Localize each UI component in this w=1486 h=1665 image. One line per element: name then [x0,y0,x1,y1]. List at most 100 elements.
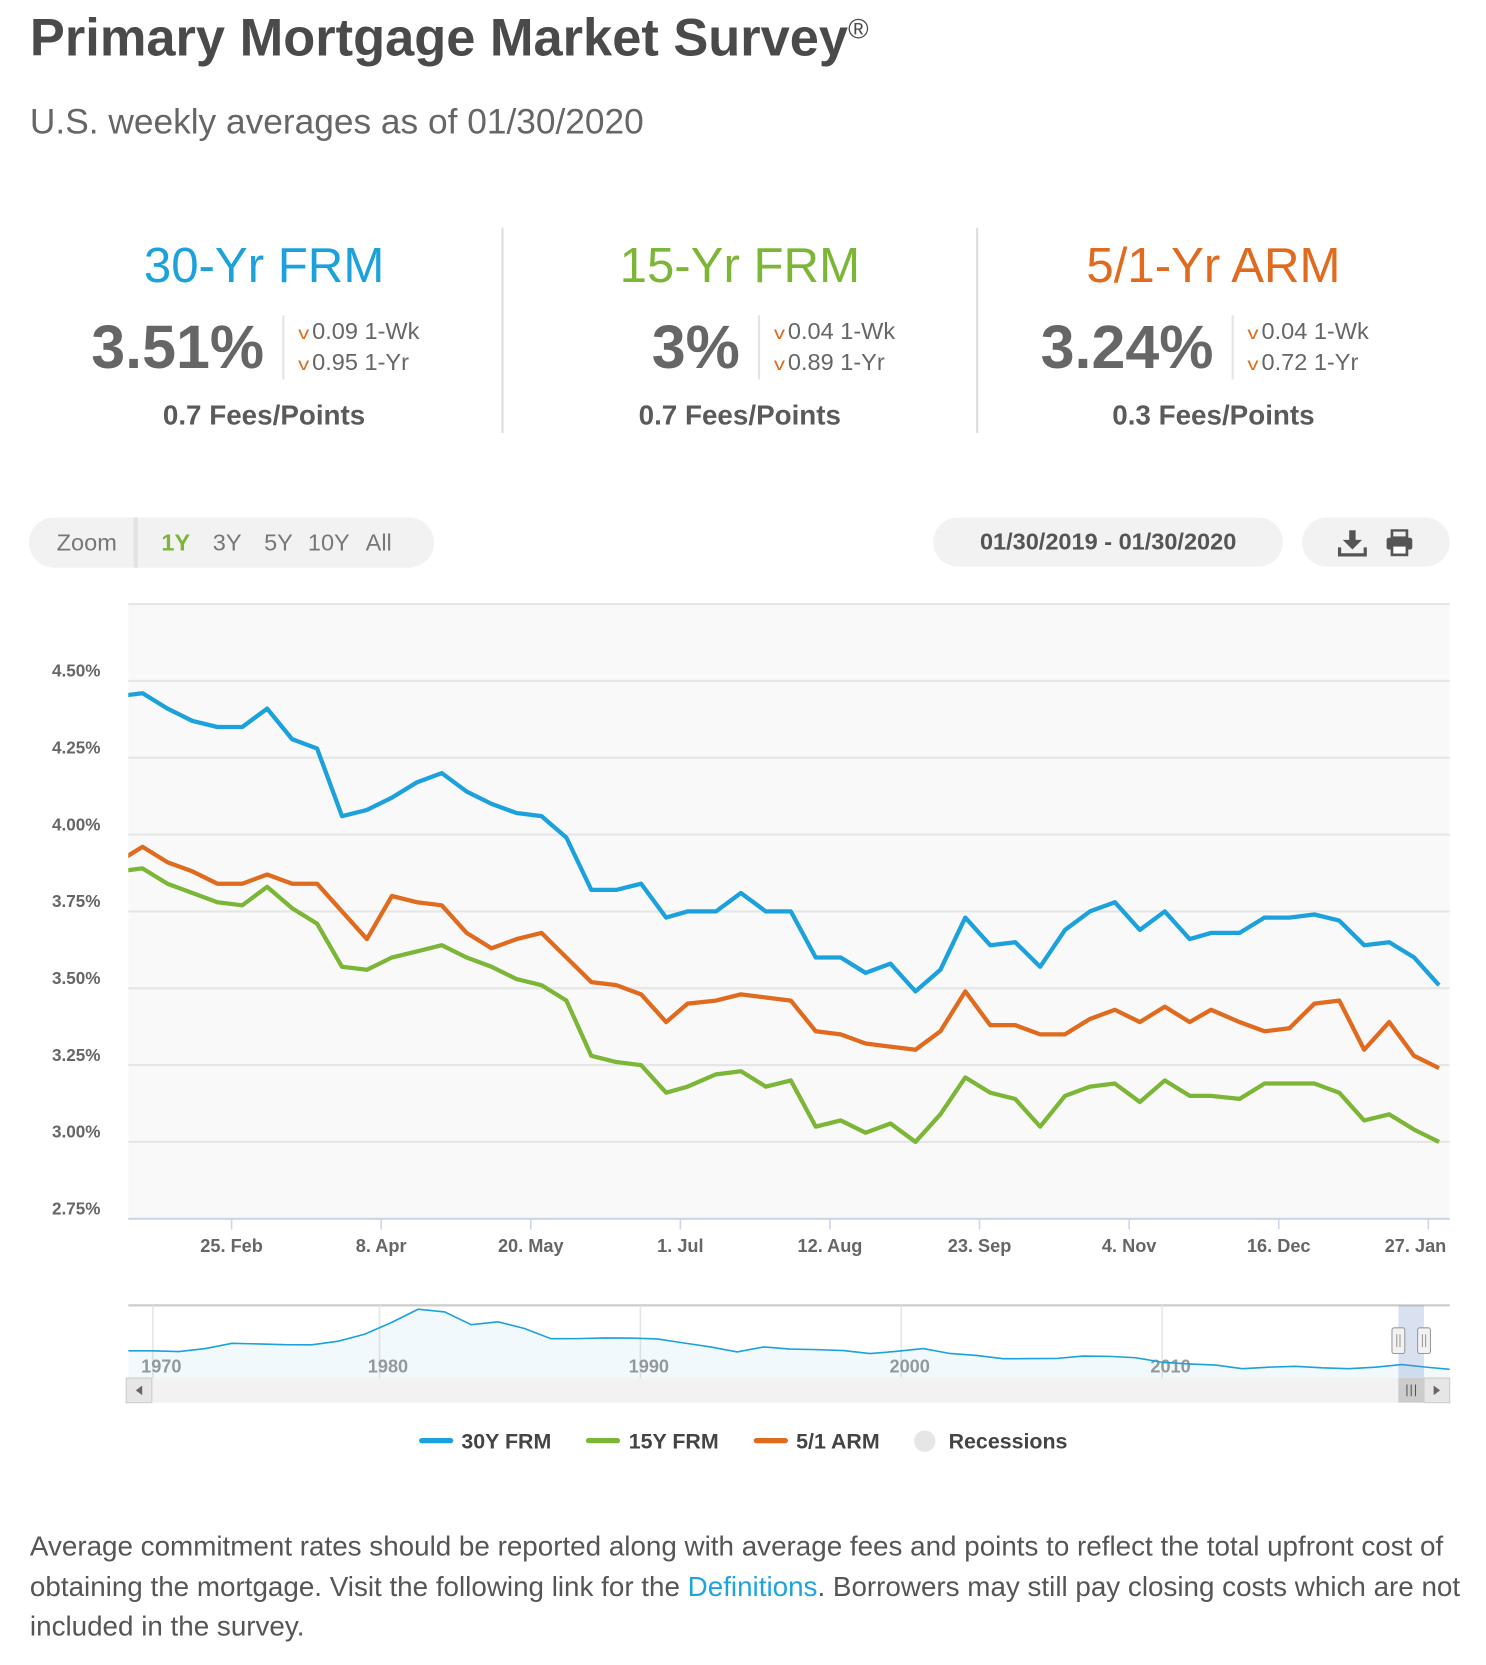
product-5-1-arm: 5/1-Yr ARM 3.24% v 0.04 1-Wk v 0.72 1-Yr 0… [976,228,1451,433]
arrow-right-icon [1433,1385,1441,1396]
rate-value: 3.24% [1040,313,1214,382]
zoom-5y-button[interactable]: 5Y [264,529,293,556]
navigator-line [128,1308,1450,1371]
navigator-scrollbar[interactable] [126,1378,1450,1403]
legend-item-recessions[interactable]: Recessions [914,1430,1067,1455]
product-title: 5/1-Yr ARM [1086,237,1341,293]
date-range-display[interactable]: 01/30/2019 - 01/30/2020 [933,517,1283,567]
rate-value: 3.51% [91,313,265,382]
change-1wk: v 0.09 1-Wk [298,318,419,346]
navigator-tick-label: 2000 [889,1357,929,1377]
divider [757,315,761,380]
change-1wk: v 0.04 1-Wk [773,318,895,346]
legend-label: 15Y FRM [628,1430,719,1454]
legend-label: 30Y FRM [461,1430,552,1454]
series-line-30y-frm [128,691,1441,994]
page-title: Primary Mortgage Market Survey® [30,9,869,69]
y-tick-label: 4.50% [52,662,100,681]
legend-swatch [418,1438,453,1444]
y-tick-label: 3.00% [52,1123,100,1142]
footnote-text: Average commitment rates should be repor… [29,1529,1444,1603]
chevron-down-icon: v [298,356,310,375]
date-range-text: 01/30/2019 - 01/30/2020 [979,528,1237,555]
zoom-10y-button[interactable]: 10Y [307,529,350,556]
navigator-tick-label: 1970 [141,1357,181,1377]
legend-label: Recessions [948,1430,1068,1454]
change-1yr: v 0.89 1-Yr [773,348,885,377]
navigator-tick-label: 1980 [368,1357,408,1377]
navigator-area [128,1309,1450,1379]
legend-swatch [914,1430,936,1452]
y-tick-label: 3.25% [52,1046,100,1065]
product-15yr-frm: 15-Yr FRM 3% v 0.04 1-Wk v 0.89 1-Yr 0.7 F… [502,228,977,433]
page-subtitle: U.S. weekly averages as of 01/30/2020 [29,101,644,142]
change-text: 0.89 1-Yr [787,348,885,376]
chevron-down-icon: v [1247,325,1259,344]
navigator[interactable]: 1970 1980 1990 2000 2010 [125,1304,1451,1404]
change-text: 0.72 1-Yr [1261,348,1359,376]
y-tick-label: 3.75% [52,892,100,911]
change-1yr: v 0.95 1-Yr [298,348,409,377]
arrow-left-icon [135,1385,143,1396]
zoom-1y-button[interactable]: 1Y [161,529,191,556]
footnote-text: . Borrowers may still pay closing costs … [29,1569,1461,1643]
chevron-down-icon: v [298,325,310,344]
product-title: 30-Yr FRM [143,237,385,293]
y-tick-label: 3.50% [52,969,100,988]
change-1wk: v 0.04 1-Wk [1247,317,1369,346]
fees-points: 0.3 Fees/Points [1112,398,1315,431]
rate-value: 3% [651,313,740,382]
download-icon[interactable] [1337,529,1367,557]
x-tick-label: 4. Nov [1102,1236,1157,1256]
x-tick-label: 8. Apr [356,1236,407,1256]
change-1yr: v 0.72 1-Yr [1247,348,1359,377]
x-tick-label: 1. Jul [657,1236,703,1256]
x-tick-label: 25. Feb [200,1236,263,1256]
legend-item-30y-frm[interactable]: 30Y FRM [418,1430,552,1455]
product-title: 15-Yr FRM [619,237,861,293]
divider [133,517,138,568]
fees-points: 0.7 Fees/Points [638,398,842,431]
legend-swatch [753,1438,788,1444]
change-text: 0.04 1-Wk [1261,317,1369,345]
legend-label: 5/1 ARM [796,1430,880,1454]
title-text: Primary Mortgage Market Survey [29,9,849,68]
footnote: Average commitment rates should be repor… [30,1527,1463,1647]
divider [1231,315,1234,380]
zoom-3y-button[interactable]: 3Y [212,529,242,556]
legend-swatch [585,1438,621,1444]
column-divider [501,227,504,433]
product-30yr-frm: 30-Yr FRM 3.51% v 0.09 1-Wk v 0.95 1-Yr 0.… [27,228,502,433]
navigator-handle[interactable] [1417,1327,1431,1355]
column-divider [976,227,979,433]
chevron-down-icon: v [773,325,785,344]
y-tick-label: 2.75% [52,1199,100,1218]
navigator-handle[interactable] [1391,1327,1406,1355]
x-tick-label: 12. Aug [798,1236,863,1256]
legend-item-15y-frm[interactable]: 15Y FRM [585,1430,719,1455]
x-tick-label: 20. May [498,1236,564,1256]
chevron-down-icon: v [1247,356,1259,375]
navigator-tick-label: 1990 [629,1357,669,1377]
zoom-selector: Zoom 1Y 3Y 5Y 10Y All [28,517,435,568]
x-tick-label: 16. Dec [1247,1236,1311,1256]
fees-points: 0.7 Fees/Points [162,398,366,431]
y-tick-label: 4.00% [52,815,100,834]
series-line-15y-frm [128,866,1440,1145]
legend-item-5-1-arm[interactable]: 5/1 ARM [753,1430,880,1455]
registered-mark: ® [848,12,869,45]
zoom-all-button[interactable]: All [365,529,392,556]
definitions-link[interactable]: Definitions [687,1569,818,1603]
x-tick-label: 23. Sep [948,1236,1012,1256]
x-tick-label: 27. Jan [1385,1236,1447,1256]
series-line-5-1-arm [128,844,1440,1071]
legend: 30Y FRM 15Y FRM 5/1 ARM Recessions [0,1430,1486,1460]
change-text: 0.95 1-Yr [312,348,409,376]
y-tick-label: 4.25% [52,738,100,757]
navigator-series [128,1308,1450,1379]
print-icon[interactable] [1384,529,1414,557]
zoom-label: Zoom [56,529,117,556]
chevron-down-icon: v [773,356,785,375]
export-tools [1302,517,1450,567]
